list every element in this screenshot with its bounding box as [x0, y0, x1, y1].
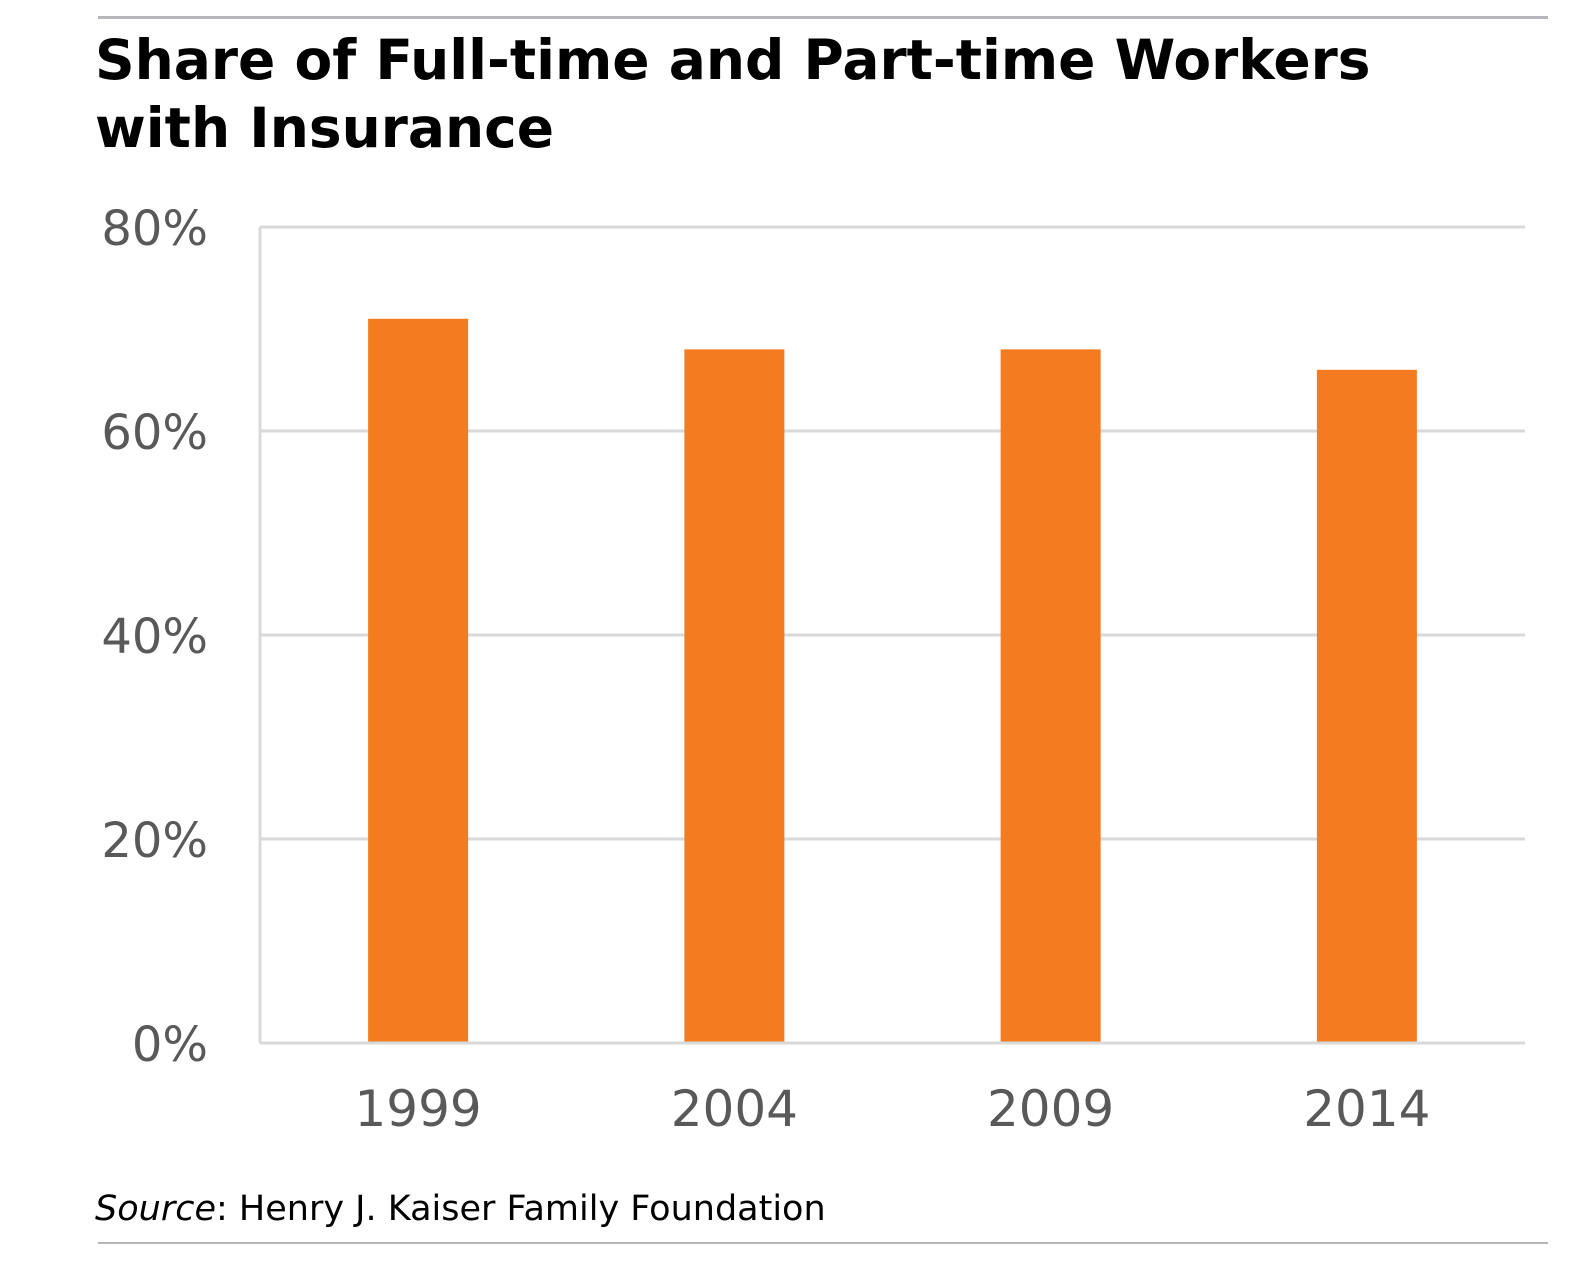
y-tick-labels: 0% 20% 40% 60% 80% [101, 201, 208, 1073]
source-text: Henry J. Kaiser Family Foundation [227, 1189, 826, 1229]
y-tick-label-20: 20% [101, 813, 208, 869]
chart-title-line-2: with Insurance [95, 96, 555, 160]
x-tick-label-2014: 2014 [1303, 1080, 1430, 1138]
bars [368, 318, 1417, 1043]
y-tick-label-40: 40% [101, 609, 208, 665]
bar-2009 [1000, 349, 1101, 1043]
x-tick-label-1999: 1999 [355, 1080, 482, 1138]
bar-2014 [1316, 369, 1417, 1043]
axes [258, 227, 1525, 1045]
y-tick-label-60: 60% [101, 405, 208, 461]
gridlines [260, 225, 1525, 841]
x-tick-label-2004: 2004 [671, 1080, 798, 1138]
chart-title-line-1: Share of Full-time and Part-time Workers [95, 28, 1371, 92]
bar-1999 [368, 318, 469, 1043]
source-label: Source [95, 1189, 216, 1229]
x-tick-label-2009: 2009 [987, 1080, 1114, 1138]
source-note: Source: Henry J. Kaiser Family Foundatio… [95, 1186, 826, 1232]
y-tick-label-80: 80% [101, 201, 208, 257]
source-separator: : [215, 1189, 228, 1229]
x-tick-labels: 1999 2004 2009 2014 [355, 1080, 1431, 1138]
bar-2004 [684, 349, 785, 1043]
y-tick-label-0: 0% [132, 1017, 208, 1073]
chart-title: Share of Full-time and Part-time Workers… [95, 26, 1535, 162]
bottom-rule [98, 1242, 1548, 1244]
top-rule [98, 16, 1548, 19]
